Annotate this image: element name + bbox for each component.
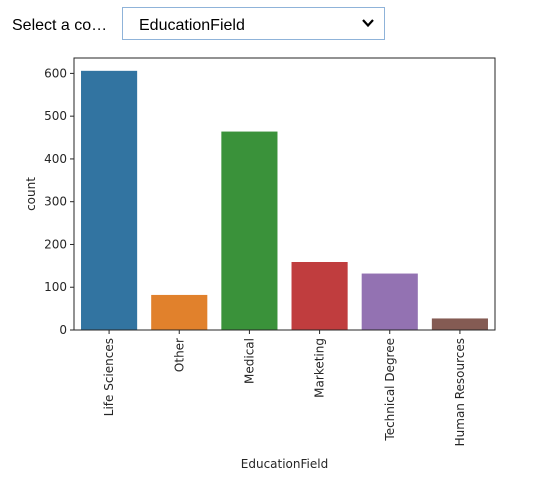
x-axis: Life Sciences Other Medical Marketing Techni… xyxy=(102,330,467,446)
column-selector-row: Select a co… EducationField xyxy=(0,0,560,50)
bars-group xyxy=(81,70,488,330)
count-bar-chart: 0 100 200 300 400 500 600 Life Sciences Other Me… xyxy=(24,57,496,471)
bar-other xyxy=(151,294,208,330)
y-tick-label: 600 xyxy=(44,66,67,80)
bar-technical-degree xyxy=(361,273,418,330)
y-tick-label: 200 xyxy=(44,237,67,251)
y-tick-label: 0 xyxy=(59,323,67,337)
column-dropdown[interactable]: EducationField xyxy=(122,7,385,40)
y-axis-label: count xyxy=(24,177,38,211)
y-axis: 0 100 200 300 400 500 600 xyxy=(44,66,74,337)
x-tick-label: Medical xyxy=(242,338,256,384)
chevron-down-icon[interactable] xyxy=(361,16,375,30)
y-tick-label: 300 xyxy=(44,195,67,209)
bar-medical xyxy=(221,131,278,330)
plot-frame xyxy=(73,57,496,331)
bar-human-resources xyxy=(431,318,488,330)
x-tick-label: Human Resources xyxy=(453,338,467,446)
x-tick-label: Marketing xyxy=(313,338,327,398)
y-tick-label: 400 xyxy=(44,152,67,166)
x-tick-label: Other xyxy=(172,338,186,372)
bar-marketing xyxy=(291,262,348,330)
y-tick-label: 500 xyxy=(44,109,67,123)
column-select-label: Select a co… xyxy=(12,17,108,34)
x-tick-label: Life Sciences xyxy=(102,338,116,416)
dropdown-selected-value: EducationField xyxy=(139,17,245,34)
bar-life-sciences xyxy=(81,70,138,330)
x-axis-label: EducationField xyxy=(241,457,328,471)
x-tick-label: Technical Degree xyxy=(383,338,397,442)
y-tick-label: 100 xyxy=(44,280,67,294)
